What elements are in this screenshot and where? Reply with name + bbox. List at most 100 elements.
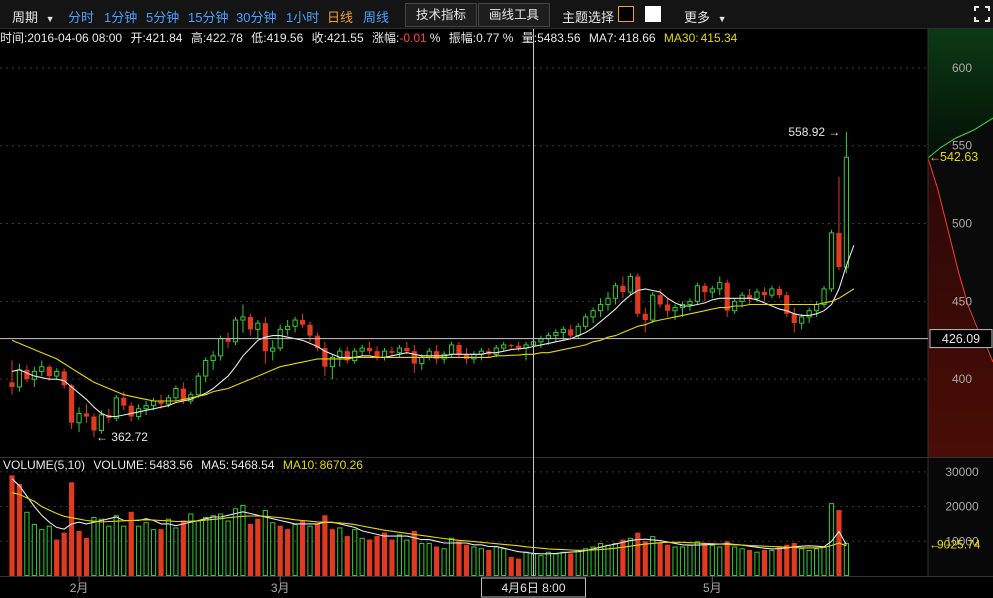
interval-2[interactable]: 1分钟 bbox=[104, 10, 138, 25]
volume-bar bbox=[620, 539, 626, 576]
volume-bar bbox=[426, 543, 432, 577]
candle-body bbox=[575, 325, 581, 337]
volume-bar bbox=[218, 513, 224, 577]
interval-8[interactable]: 周线 bbox=[363, 10, 390, 25]
volume-bar bbox=[672, 546, 678, 576]
candle-body bbox=[568, 329, 574, 336]
interval-6[interactable]: 1小时 bbox=[286, 10, 320, 25]
volume-bar bbox=[732, 546, 738, 576]
theme-light-swatch[interactable] bbox=[645, 6, 661, 22]
candle-body bbox=[441, 353, 447, 360]
candle-body bbox=[322, 348, 328, 367]
volume-bar bbox=[322, 515, 328, 576]
volume-bar bbox=[367, 539, 373, 576]
volume-bar bbox=[203, 517, 209, 576]
volume-bar bbox=[314, 523, 321, 576]
candle-body bbox=[523, 344, 529, 349]
open-value: 421.84 bbox=[145, 31, 183, 45]
high-label: 高: bbox=[190, 31, 207, 45]
last-price-arrow: ← bbox=[929, 150, 941, 164]
candle-body bbox=[344, 351, 350, 361]
candle-body bbox=[262, 323, 268, 352]
volume-bar bbox=[411, 530, 417, 576]
low-label: 低: bbox=[251, 31, 267, 45]
fullscreen-icon[interactable] bbox=[974, 6, 990, 22]
candle-body bbox=[24, 369, 30, 380]
candle-body bbox=[307, 324, 313, 336]
candle-body bbox=[672, 307, 678, 312]
theme-dark-swatch[interactable] bbox=[618, 6, 634, 22]
volume-bar bbox=[441, 548, 447, 576]
candle-body bbox=[471, 353, 477, 360]
candle-body bbox=[597, 303, 604, 312]
candle-body bbox=[448, 344, 455, 355]
candle-body bbox=[314, 335, 321, 349]
volume-bar bbox=[568, 553, 574, 576]
ma7-value: 418.66 bbox=[618, 31, 656, 45]
volume-bar bbox=[709, 544, 715, 577]
candle-body bbox=[165, 397, 172, 405]
candle-body bbox=[665, 304, 671, 311]
volume-bar bbox=[508, 556, 514, 576]
candle-body bbox=[136, 408, 142, 418]
period-dropdown[interactable]: 周期 ▼ bbox=[12, 7, 55, 26]
volume-bar bbox=[448, 537, 455, 577]
candle-body bbox=[411, 351, 417, 364]
candle-body bbox=[225, 338, 231, 342]
candle-body bbox=[501, 344, 507, 349]
candle-body bbox=[717, 282, 723, 290]
volume-bar bbox=[277, 525, 283, 576]
volume-bar bbox=[91, 517, 97, 576]
volume-bar bbox=[806, 549, 812, 576]
crosshair-time-badge bbox=[481, 577, 586, 598]
drawing-tools-button[interactable]: 画线工具 bbox=[478, 3, 551, 27]
candle-body bbox=[39, 366, 45, 372]
volume-bar bbox=[121, 525, 127, 576]
candle-body bbox=[687, 300, 693, 305]
volume-bar bbox=[501, 548, 507, 576]
ma10-value: 8670.26 bbox=[319, 458, 363, 472]
ma7-label: MA7: bbox=[588, 31, 617, 45]
volume-bar bbox=[285, 529, 291, 576]
candle-body bbox=[635, 276, 641, 314]
volume-bar bbox=[165, 518, 172, 576]
candle-body bbox=[329, 356, 335, 368]
volume-bar bbox=[694, 541, 700, 577]
high-value: 422.78 bbox=[206, 31, 243, 45]
interval-5[interactable]: 30分钟 bbox=[236, 10, 277, 25]
candle-body bbox=[113, 397, 119, 419]
open-label: 开: bbox=[130, 31, 146, 45]
candle-body bbox=[285, 325, 291, 330]
indicator-button[interactable]: 技术指标 bbox=[405, 3, 478, 27]
interval-1[interactable]: 分时 bbox=[68, 10, 95, 25]
interval-3[interactable]: 5分钟 bbox=[146, 10, 180, 25]
candle-body bbox=[434, 351, 440, 359]
candle-body bbox=[754, 291, 760, 299]
volume-bar bbox=[9, 475, 15, 576]
volume-bar bbox=[553, 553, 559, 576]
interval-7-active[interactable]: 日线 bbox=[327, 10, 354, 25]
candle-body bbox=[292, 319, 298, 327]
volume-bar bbox=[337, 527, 343, 576]
candle-body bbox=[746, 295, 753, 299]
volume-bar bbox=[605, 544, 611, 577]
price-ma7-line bbox=[11, 245, 855, 418]
candle-body bbox=[83, 413, 90, 417]
volume-bar bbox=[754, 551, 760, 576]
volume-bar bbox=[650, 536, 656, 577]
crosshair-time-label: 4月6日 8:00 bbox=[501, 581, 565, 595]
volume-bar bbox=[642, 541, 648, 576]
change-label: 涨幅: bbox=[372, 31, 400, 45]
interval-4[interactable]: 15分钟 bbox=[188, 10, 229, 25]
volume-bar bbox=[575, 549, 581, 576]
volume-bar bbox=[352, 529, 358, 576]
volume-bar bbox=[836, 510, 842, 576]
candle-body bbox=[255, 322, 261, 330]
volume-bar bbox=[46, 525, 52, 576]
low-marker-label: ← 362.72 bbox=[96, 430, 148, 444]
candle-body bbox=[367, 348, 373, 352]
ma30-value: 415.34 bbox=[700, 31, 738, 45]
candle-body bbox=[337, 350, 343, 358]
more-dropdown[interactable]: 更多 ▼ bbox=[684, 7, 727, 26]
